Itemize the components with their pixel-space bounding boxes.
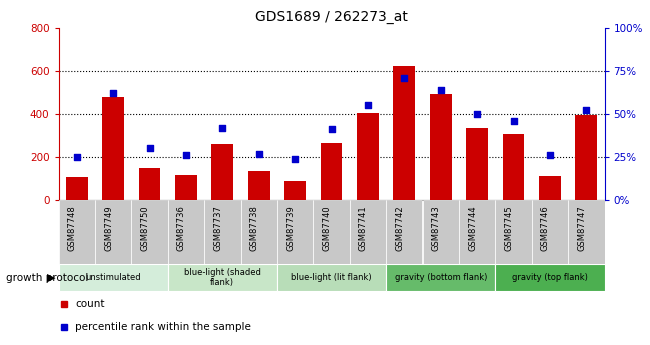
Point [108, 90, 118, 96]
Bar [95, 200, 131, 264]
Bar [102, 97, 124, 200]
Text: growth protocol: growth protocol [6, 273, 89, 283]
Bar [131, 200, 168, 264]
Text: GSM87750: GSM87750 [140, 205, 150, 251]
Text: GSM87741: GSM87741 [359, 205, 368, 251]
Text: GSM87746: GSM87746 [541, 205, 550, 251]
Title: GDS1689 / 262273_at: GDS1689 / 262273_at [255, 10, 408, 24]
Point [508, 118, 519, 124]
Text: GSM87745: GSM87745 [504, 205, 514, 251]
Bar [277, 265, 386, 291]
Bar [313, 200, 350, 264]
Point [254, 151, 264, 156]
Point [326, 127, 337, 132]
Text: blue-light (shaded
flank): blue-light (shaded flank) [184, 268, 261, 287]
Point [290, 156, 300, 161]
Text: GSM87738: GSM87738 [250, 205, 259, 251]
Text: GSM87748: GSM87748 [68, 205, 77, 251]
Text: unstimulated: unstimulated [85, 273, 141, 282]
Bar [459, 200, 495, 264]
Bar [138, 168, 161, 200]
Bar [320, 143, 343, 200]
Bar [386, 200, 422, 264]
Bar [168, 265, 277, 291]
Point [181, 152, 191, 158]
Text: blue-light (lit flank): blue-light (lit flank) [291, 273, 372, 282]
Bar [357, 113, 379, 200]
Bar [575, 115, 597, 200]
Text: GSM87743: GSM87743 [432, 205, 441, 251]
Bar [430, 95, 452, 200]
Point [72, 154, 82, 160]
Bar [393, 66, 415, 200]
Point [363, 102, 373, 108]
Bar [175, 175, 197, 200]
Point [436, 87, 446, 92]
Bar [532, 200, 568, 264]
Text: GSM87740: GSM87740 [322, 205, 332, 251]
Point [545, 152, 555, 158]
Text: GSM87749: GSM87749 [104, 205, 113, 251]
Bar [66, 177, 88, 200]
Text: gravity (top flank): gravity (top flank) [512, 273, 588, 282]
Point [581, 108, 592, 113]
Point [217, 125, 228, 130]
Text: GSM87736: GSM87736 [177, 205, 186, 251]
Bar [58, 200, 95, 264]
Text: ▶: ▶ [47, 273, 55, 283]
Text: percentile rank within the sample: percentile rank within the sample [75, 322, 251, 332]
Text: gravity (bottom flank): gravity (bottom flank) [395, 273, 487, 282]
Text: GSM87737: GSM87737 [213, 205, 222, 251]
Bar [211, 144, 233, 200]
Bar [568, 200, 604, 264]
Text: count: count [75, 299, 105, 309]
Bar [248, 171, 270, 200]
Bar [386, 265, 495, 291]
Bar [204, 200, 240, 264]
Bar [350, 200, 386, 264]
Bar [502, 134, 525, 200]
Text: GSM87739: GSM87739 [286, 205, 295, 251]
Text: GSM87742: GSM87742 [395, 205, 404, 251]
Text: GSM87744: GSM87744 [468, 205, 477, 251]
Bar [495, 200, 532, 264]
Bar [168, 200, 204, 264]
Bar [466, 128, 488, 200]
Point [472, 111, 482, 117]
Bar [284, 181, 306, 200]
Bar [277, 200, 313, 264]
Bar [422, 200, 459, 264]
Bar [495, 265, 604, 291]
Bar [539, 176, 561, 200]
Point [144, 146, 155, 151]
Bar [240, 200, 277, 264]
Bar [58, 265, 168, 291]
Text: GSM87747: GSM87747 [577, 205, 586, 251]
Point [399, 75, 410, 80]
